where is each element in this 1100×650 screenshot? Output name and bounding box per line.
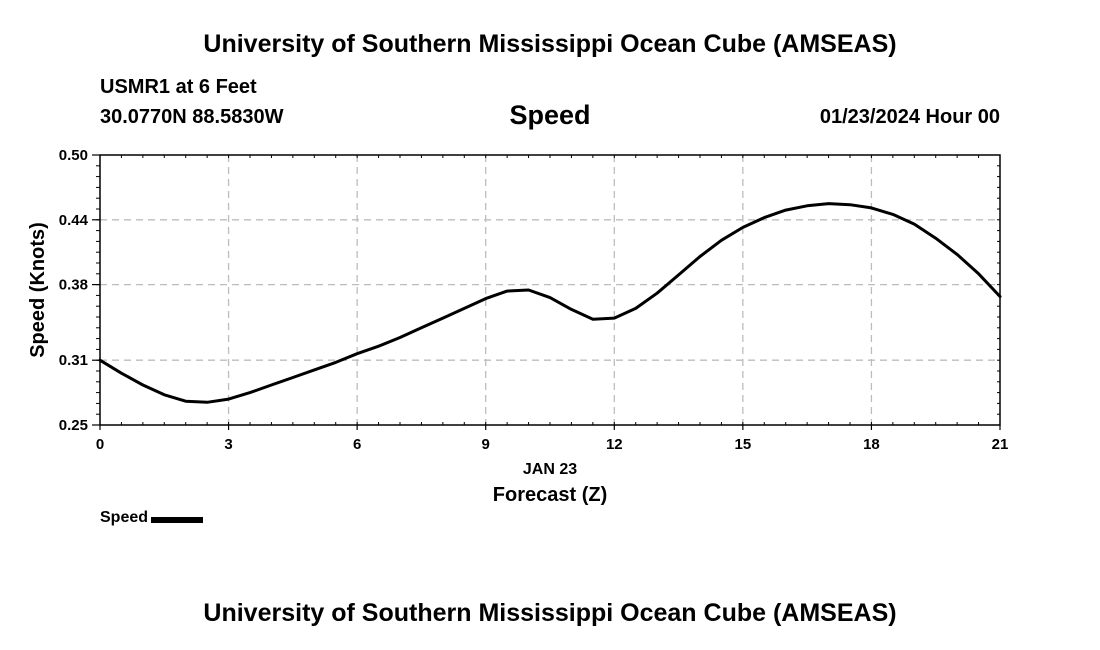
y-tick-label: 0.31 xyxy=(59,352,88,369)
chart-labels: 0 3 6 9 12 15 18 21 0.25 0.31 0.38 0.44 0.50 Speed (K… xyxy=(27,147,1008,506)
plot-frame xyxy=(99,154,1001,426)
x-axis-label: Forecast (Z) xyxy=(493,484,607,506)
page-title: University of Southern Mississippi Ocean… xyxy=(203,30,897,58)
x-tick-label: 6 xyxy=(353,436,361,453)
chart-grid xyxy=(100,155,1000,425)
x-tick-label: 3 xyxy=(224,436,232,453)
x-tick-label: 12 xyxy=(606,436,623,453)
chart-title: Speed xyxy=(509,100,591,130)
coordinates-label: 30.0770N 88.5830W xyxy=(100,106,284,128)
y-tick-label: 0.38 xyxy=(59,277,88,294)
chart-series xyxy=(98,202,1002,404)
y-axis-label: Speed (Knots) xyxy=(27,222,49,358)
station-label: USMR1 at 6 Feet xyxy=(100,76,257,98)
x-tick-label: 0 xyxy=(96,436,104,453)
series-line-speed xyxy=(98,202,1002,404)
datetime-label: 01/23/2024 Hour 00 xyxy=(819,106,1000,128)
y-tick-label: 0.50 xyxy=(59,147,88,164)
x-tick-label: 9 xyxy=(482,436,490,453)
x-tick-label: 15 xyxy=(735,436,752,453)
legend-label-speed: Speed xyxy=(100,509,149,526)
footer-title: University of Southern Mississippi Ocean… xyxy=(203,599,897,627)
chart-frame xyxy=(99,154,1001,426)
y-tick-label: 0.25 xyxy=(59,417,88,434)
x-tick-label: 18 xyxy=(863,436,880,453)
x-axis-date-label: JAN 23 xyxy=(523,461,577,478)
x-tick-label: 21 xyxy=(992,436,1009,453)
y-tick-label: 0.44 xyxy=(59,212,89,229)
legend-swatch-speed xyxy=(151,516,204,523)
chart-legend: Speed xyxy=(100,509,204,527)
